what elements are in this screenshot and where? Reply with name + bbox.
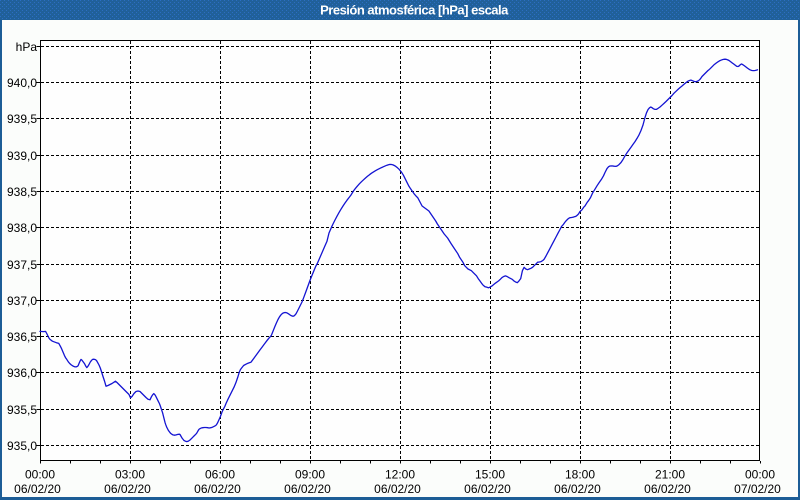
- svg-text:06:00: 06:00: [205, 468, 235, 482]
- svg-text:15:00: 15:00: [475, 468, 505, 482]
- svg-text:939,5: 939,5: [7, 112, 37, 126]
- svg-text:938,0: 938,0: [7, 221, 37, 235]
- svg-text:21:00: 21:00: [655, 468, 685, 482]
- svg-text:938,5: 938,5: [7, 185, 37, 199]
- svg-text:936,5: 936,5: [7, 330, 37, 344]
- svg-text:935,5: 935,5: [7, 403, 37, 417]
- svg-text:06/02/20: 06/02/20: [644, 482, 691, 496]
- svg-text:18:00: 18:00: [565, 468, 595, 482]
- svg-text:06/02/20: 06/02/20: [374, 482, 421, 496]
- svg-text:06/02/20: 06/02/20: [554, 482, 601, 496]
- svg-text:06/02/20: 06/02/20: [284, 482, 331, 496]
- svg-text:06/02/20: 06/02/20: [464, 482, 511, 496]
- svg-text:935,0: 935,0: [7, 439, 37, 453]
- svg-text:937,5: 937,5: [7, 258, 37, 272]
- svg-text:hPa: hPa: [16, 40, 38, 54]
- svg-text:Presión atmosférica [hPa] esca: Presión atmosférica [hPa] escala: [320, 3, 509, 18]
- svg-text:06/02/20: 06/02/20: [104, 482, 151, 496]
- svg-text:09:00: 09:00: [295, 468, 325, 482]
- svg-text:936,0: 936,0: [7, 366, 37, 380]
- svg-text:06/02/20: 06/02/20: [14, 482, 61, 496]
- svg-text:939,0: 939,0: [7, 149, 37, 163]
- svg-text:06/02/20: 06/02/20: [194, 482, 241, 496]
- svg-text:00:00: 00:00: [745, 468, 775, 482]
- svg-text:937,0: 937,0: [7, 294, 37, 308]
- svg-text:03:00: 03:00: [115, 468, 145, 482]
- svg-text:12:00: 12:00: [385, 468, 415, 482]
- svg-text:940,0: 940,0: [7, 76, 37, 90]
- svg-text:07/02/20: 07/02/20: [734, 482, 781, 496]
- svg-text:00:00: 00:00: [25, 468, 55, 482]
